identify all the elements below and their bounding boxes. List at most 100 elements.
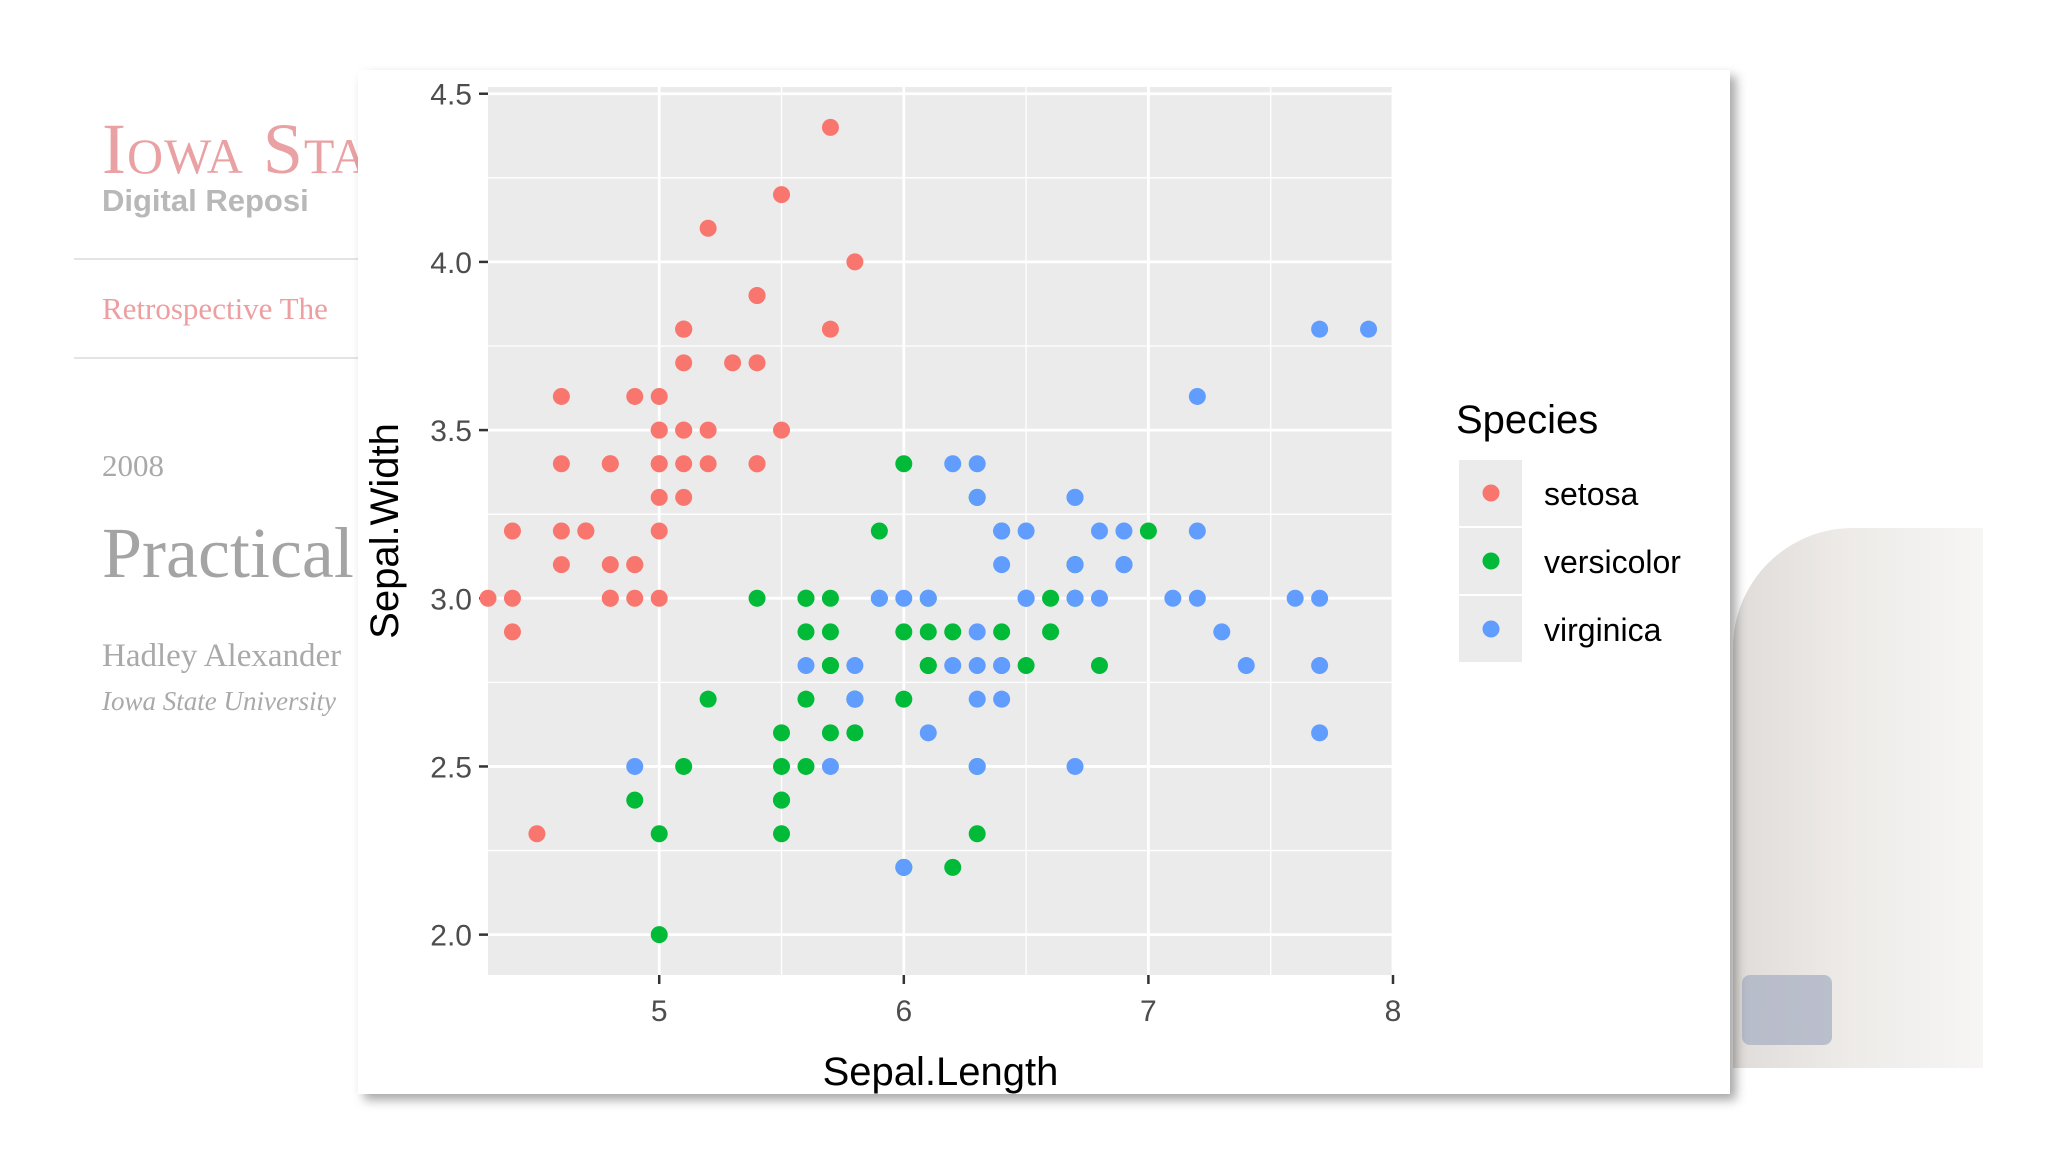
data-point-virginica — [1213, 623, 1231, 641]
y-tick-label: 4.0 — [430, 247, 472, 280]
legend-marker-versicolor — [1482, 552, 1500, 570]
data-point-setosa — [650, 589, 668, 607]
data-point-setosa — [821, 118, 839, 136]
data-point-versicolor — [821, 589, 839, 607]
data-point-virginica — [968, 757, 986, 775]
legend-marker-virginica — [1482, 620, 1500, 638]
presenter-bowtie — [1742, 975, 1832, 1045]
data-point-versicolor — [773, 791, 791, 809]
data-point-versicolor — [944, 858, 962, 876]
data-point-versicolor — [821, 623, 839, 641]
data-point-setosa — [552, 455, 570, 473]
repository-subtitle: Digital Reposi — [102, 183, 309, 218]
legend-title: Species — [1456, 398, 1598, 442]
data-point-setosa — [601, 455, 619, 473]
series-link[interactable]: Retrospective The — [102, 291, 328, 326]
data-point-versicolor — [773, 825, 791, 843]
data-point-setosa — [528, 825, 546, 843]
data-point-versicolor — [846, 724, 864, 742]
data-point-versicolor — [895, 455, 913, 473]
data-point-versicolor — [919, 657, 937, 675]
data-point-virginica — [1090, 589, 1108, 607]
data-point-setosa — [773, 421, 791, 439]
data-point-virginica — [944, 455, 962, 473]
data-point-virginica — [919, 589, 937, 607]
data-point-setosa — [601, 589, 619, 607]
data-point-versicolor — [797, 589, 815, 607]
legend-label-versicolor: versicolor — [1544, 544, 1681, 580]
data-point-setosa — [675, 488, 693, 506]
data-point-setosa — [650, 387, 668, 405]
data-point-virginica — [1066, 556, 1084, 574]
author-institution: Iowa State University — [102, 686, 336, 716]
data-point-virginica — [968, 690, 986, 708]
data-point-setosa — [626, 387, 644, 405]
data-point-virginica — [1066, 589, 1084, 607]
data-point-setosa — [626, 556, 644, 574]
data-point-versicolor — [1042, 623, 1060, 641]
document-title: Practical — [102, 513, 354, 593]
x-tick-label: 5 — [651, 995, 668, 1028]
data-point-versicolor — [1017, 657, 1035, 675]
divider — [74, 357, 374, 359]
data-point-setosa — [699, 219, 717, 237]
author-name: Hadley Alexander — [102, 638, 342, 674]
data-point-virginica — [895, 858, 913, 876]
data-point-virginica — [1188, 589, 1206, 607]
legend-marker-setosa — [1482, 484, 1500, 502]
data-point-virginica — [993, 522, 1011, 540]
data-point-versicolor — [748, 589, 766, 607]
data-point-virginica — [1188, 387, 1206, 405]
data-point-virginica — [968, 455, 986, 473]
data-point-setosa — [650, 522, 668, 540]
data-point-versicolor — [797, 690, 815, 708]
data-point-setosa — [748, 455, 766, 473]
data-point-virginica — [821, 757, 839, 775]
data-point-versicolor — [797, 623, 815, 641]
data-point-versicolor — [895, 623, 913, 641]
data-point-setosa — [479, 589, 497, 607]
scatter-chart: 5 6 7 8 2.0 2.5 3.0 3.5 4.0 4.5 Sepal.Length Sepa… — [363, 79, 1681, 1094]
data-point-virginica — [968, 623, 986, 641]
data-point-setosa — [503, 589, 521, 607]
data-point-setosa — [650, 421, 668, 439]
data-point-virginica — [1115, 522, 1133, 540]
data-point-setosa — [821, 320, 839, 338]
publication-year: 2008 — [102, 448, 164, 483]
data-point-versicolor — [895, 690, 913, 708]
data-point-virginica — [1164, 589, 1182, 607]
data-point-versicolor — [675, 757, 693, 775]
data-point-setosa — [699, 455, 717, 473]
data-point-virginica — [1017, 589, 1035, 607]
data-point-virginica — [797, 657, 815, 675]
divider — [74, 258, 374, 260]
y-tick-label: 3.0 — [430, 583, 472, 616]
institution-logo: Iowa Sta — [102, 109, 369, 189]
data-point-versicolor — [699, 690, 717, 708]
data-point-versicolor — [993, 623, 1011, 641]
data-point-virginica — [1115, 556, 1133, 574]
series-setosa — [479, 118, 864, 843]
data-point-versicolor — [919, 623, 937, 641]
data-point-virginica — [1066, 488, 1084, 506]
y-tick-label: 2.0 — [430, 920, 472, 953]
y-tick-label: 2.5 — [430, 751, 472, 784]
y-tick-label: 4.5 — [430, 79, 472, 112]
legend-label-setosa: setosa — [1544, 476, 1638, 512]
data-point-setosa — [675, 455, 693, 473]
data-point-setosa — [552, 522, 570, 540]
x-tick-label: 7 — [1140, 995, 1157, 1028]
data-point-virginica — [1311, 320, 1329, 338]
data-point-versicolor — [797, 757, 815, 775]
data-point-virginica — [944, 657, 962, 675]
data-point-versicolor — [1139, 522, 1157, 540]
background-document: Iowa Sta Digital Reposi Retrospective Th… — [0, 0, 374, 1152]
data-point-setosa — [650, 455, 668, 473]
data-point-virginica — [626, 757, 644, 775]
y-tick-label: 3.5 — [430, 415, 472, 448]
data-point-setosa — [699, 421, 717, 439]
x-tick-label: 8 — [1385, 995, 1402, 1028]
data-point-versicolor — [870, 522, 888, 540]
data-point-virginica — [1090, 522, 1108, 540]
data-point-virginica — [993, 657, 1011, 675]
